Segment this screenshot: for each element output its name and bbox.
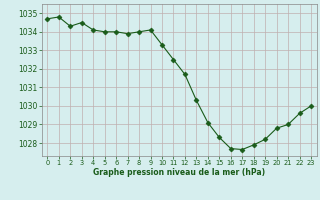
X-axis label: Graphe pression niveau de la mer (hPa): Graphe pression niveau de la mer (hPa) [93,168,265,177]
